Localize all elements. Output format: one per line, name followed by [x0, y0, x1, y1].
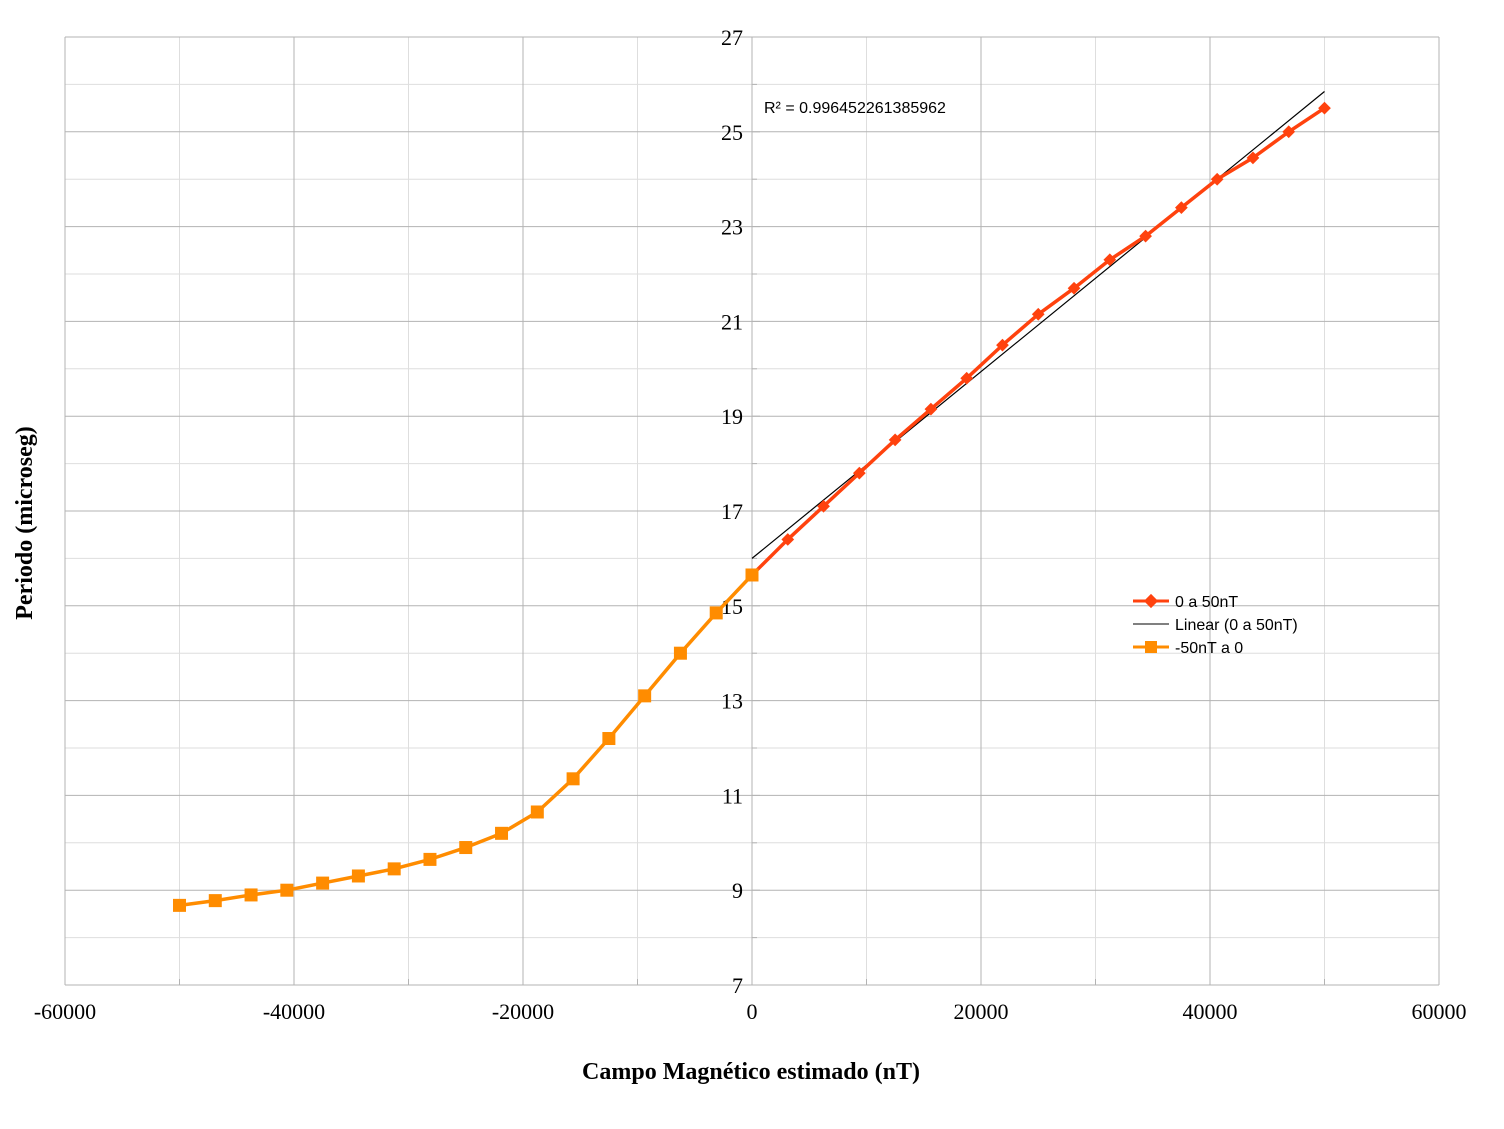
- x-tick-label: -60000: [34, 999, 96, 1024]
- data-point-square: [280, 883, 294, 897]
- x-tick-label: 60000: [1412, 999, 1467, 1024]
- axes: [64, 36, 1440, 986]
- series-line-0: [750, 106, 1326, 577]
- data-point-square: [387, 862, 401, 876]
- y-tick-label: 17: [721, 499, 743, 524]
- r-squared-annotation: R² = 0.996452261385962: [764, 100, 946, 117]
- y-tick-label: 13: [721, 689, 743, 714]
- plot-area: [173, 91, 1331, 912]
- x-axis-title: Campo Magnético estimado (nT): [582, 1059, 920, 1085]
- legend-label-0-a-50nt: 0 a 50nT: [1175, 594, 1238, 611]
- y-axis-title: Periodo (microseg): [12, 426, 38, 620]
- x-tick-label: -40000: [263, 999, 325, 1024]
- x-tick-label: 0: [747, 999, 758, 1024]
- y-tick-label: 9: [732, 878, 743, 903]
- y-tick-label: 25: [721, 120, 743, 145]
- data-point-square: [673, 646, 687, 660]
- data-point-square: [244, 888, 258, 902]
- legend-label-linear: Linear (0 a 50nT): [1175, 617, 1298, 634]
- y-tick-label: 19: [721, 404, 743, 429]
- data-point-square: [423, 852, 437, 866]
- data-point-square: [566, 772, 580, 786]
- x-tick-label: -20000: [492, 999, 554, 1024]
- series-line-1: [751, 91, 1325, 559]
- legend-label-neg-50nt-a-0: -50nT a 0: [1175, 640, 1243, 657]
- data-point-square: [745, 568, 759, 582]
- y-tick-label: 11: [722, 783, 743, 808]
- y-tick-label: 7: [732, 973, 743, 998]
- y-tick-label: 23: [721, 215, 743, 240]
- series-line-2: [179, 573, 754, 908]
- y-tick-label: 27: [721, 25, 743, 50]
- data-point-square: [602, 732, 616, 746]
- data-point-square: [173, 898, 186, 912]
- data-point-square: [530, 805, 544, 819]
- data-point-square: [316, 876, 330, 890]
- x-tick-label: 20000: [954, 999, 1009, 1024]
- x-tick-label: 40000: [1183, 999, 1238, 1024]
- data-point-square: [709, 606, 723, 620]
- y-tick-label: 21: [721, 309, 743, 334]
- legend-marker-0-a-50nt: [1143, 593, 1159, 609]
- data-point-square: [459, 841, 473, 855]
- data-point-square: [208, 894, 222, 908]
- data-point-square: [495, 826, 509, 840]
- data-point-square: [351, 869, 365, 883]
- legend-marker-neg-50nt-a-0: [1145, 641, 1157, 653]
- data-point-square: [638, 689, 652, 703]
- legend: 0 a 50nT Linear (0 a 50nT) -50nT a 0: [1133, 593, 1298, 657]
